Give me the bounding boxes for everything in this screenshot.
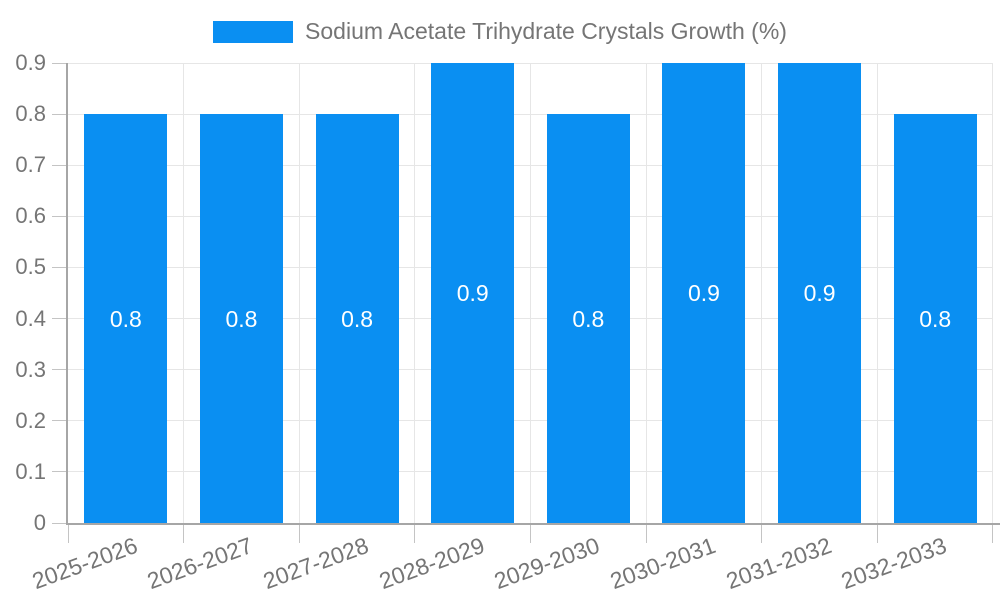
x-axis-label: 2030-2031 bbox=[606, 532, 719, 595]
y-axis-label: 0 bbox=[33, 510, 46, 535]
bar-value-label: 0.8 bbox=[225, 305, 258, 332]
bar[interactable]: 0.8 bbox=[546, 114, 630, 523]
x-axis-line bbox=[66, 523, 1000, 525]
y-axis-tick bbox=[52, 266, 68, 268]
x-axis-label: 2032-2033 bbox=[837, 532, 951, 595]
y-axis-tick bbox=[52, 164, 68, 166]
bar[interactable]: 0.9 bbox=[662, 63, 746, 523]
y-axis-label: 0.2 bbox=[15, 407, 46, 433]
y-axis-tick bbox=[52, 471, 68, 473]
x-grid-line bbox=[876, 63, 878, 523]
x-grid-line bbox=[183, 63, 185, 523]
bar-value-label: 0.8 bbox=[341, 305, 374, 332]
bar[interactable]: 0.8 bbox=[893, 114, 977, 523]
y-axis-label: 0.1 bbox=[15, 458, 46, 484]
x-grid-line bbox=[298, 63, 300, 523]
bar-value-label: 0.8 bbox=[572, 305, 605, 332]
x-grid-line bbox=[761, 63, 763, 523]
legend-label: Sodium Acetate Trihydrate Crystals Growt… bbox=[305, 18, 787, 44]
y-axis-tick bbox=[52, 318, 68, 320]
y-axis-tick bbox=[52, 369, 68, 371]
x-grid-line bbox=[414, 63, 416, 523]
bar[interactable]: 0.9 bbox=[431, 63, 515, 523]
bar-value-label: 0.9 bbox=[803, 280, 836, 306]
legend-swatch-icon bbox=[213, 20, 294, 43]
x-axis-label: 2026-2027 bbox=[144, 532, 257, 595]
y-axis-label: 0.3 bbox=[15, 356, 46, 382]
x-axis-tick bbox=[991, 523, 993, 543]
bar[interactable]: 0.8 bbox=[199, 114, 283, 523]
y-axis-tick bbox=[52, 215, 68, 217]
bar[interactable]: 0.8 bbox=[315, 114, 399, 523]
y-axis-tick bbox=[52, 62, 68, 64]
x-axis-label: 2028-2029 bbox=[375, 532, 488, 595]
x-axis-tick bbox=[67, 523, 69, 543]
y-axis-line bbox=[66, 63, 68, 523]
bar[interactable]: 0.8 bbox=[84, 114, 168, 523]
y-axis-label: 0.7 bbox=[15, 152, 46, 178]
bar-value-label: 0.8 bbox=[109, 305, 142, 332]
y-axis-tick bbox=[52, 420, 68, 422]
legend[interactable]: Sodium Acetate Trihydrate Crystals Growt… bbox=[0, 18, 1000, 45]
x-grid-line bbox=[991, 63, 993, 523]
x-grid-line bbox=[645, 63, 647, 523]
y-axis-label: 0.9 bbox=[15, 50, 46, 75]
y-axis-tick bbox=[52, 113, 68, 115]
x-axis-label: 2025-2026 bbox=[28, 532, 141, 595]
bar-value-label: 0.9 bbox=[687, 280, 720, 306]
bar[interactable]: 0.9 bbox=[778, 63, 862, 523]
x-axis-tick bbox=[645, 523, 647, 543]
y-axis-label: 0.5 bbox=[15, 254, 46, 280]
y-axis-tick bbox=[52, 522, 68, 524]
x-axis-tick bbox=[414, 523, 416, 543]
x-axis-tick bbox=[183, 523, 185, 543]
bar-value-label: 0.8 bbox=[919, 305, 952, 332]
x-axis-tick bbox=[530, 523, 531, 543]
x-axis-label: 2031-2032 bbox=[722, 532, 835, 595]
x-grid-line bbox=[530, 63, 531, 523]
x-axis-label: 2029-2030 bbox=[490, 532, 604, 595]
x-axis-tick bbox=[298, 523, 300, 543]
bar-value-label: 0.9 bbox=[456, 280, 489, 306]
x-axis-tick bbox=[876, 523, 878, 543]
y-axis-label: 0.4 bbox=[15, 305, 46, 331]
y-axis-label: 0.6 bbox=[15, 203, 46, 229]
x-axis-tick bbox=[761, 523, 763, 543]
x-axis-label: 2027-2028 bbox=[259, 532, 372, 595]
y-axis-label: 0.8 bbox=[15, 101, 46, 127]
